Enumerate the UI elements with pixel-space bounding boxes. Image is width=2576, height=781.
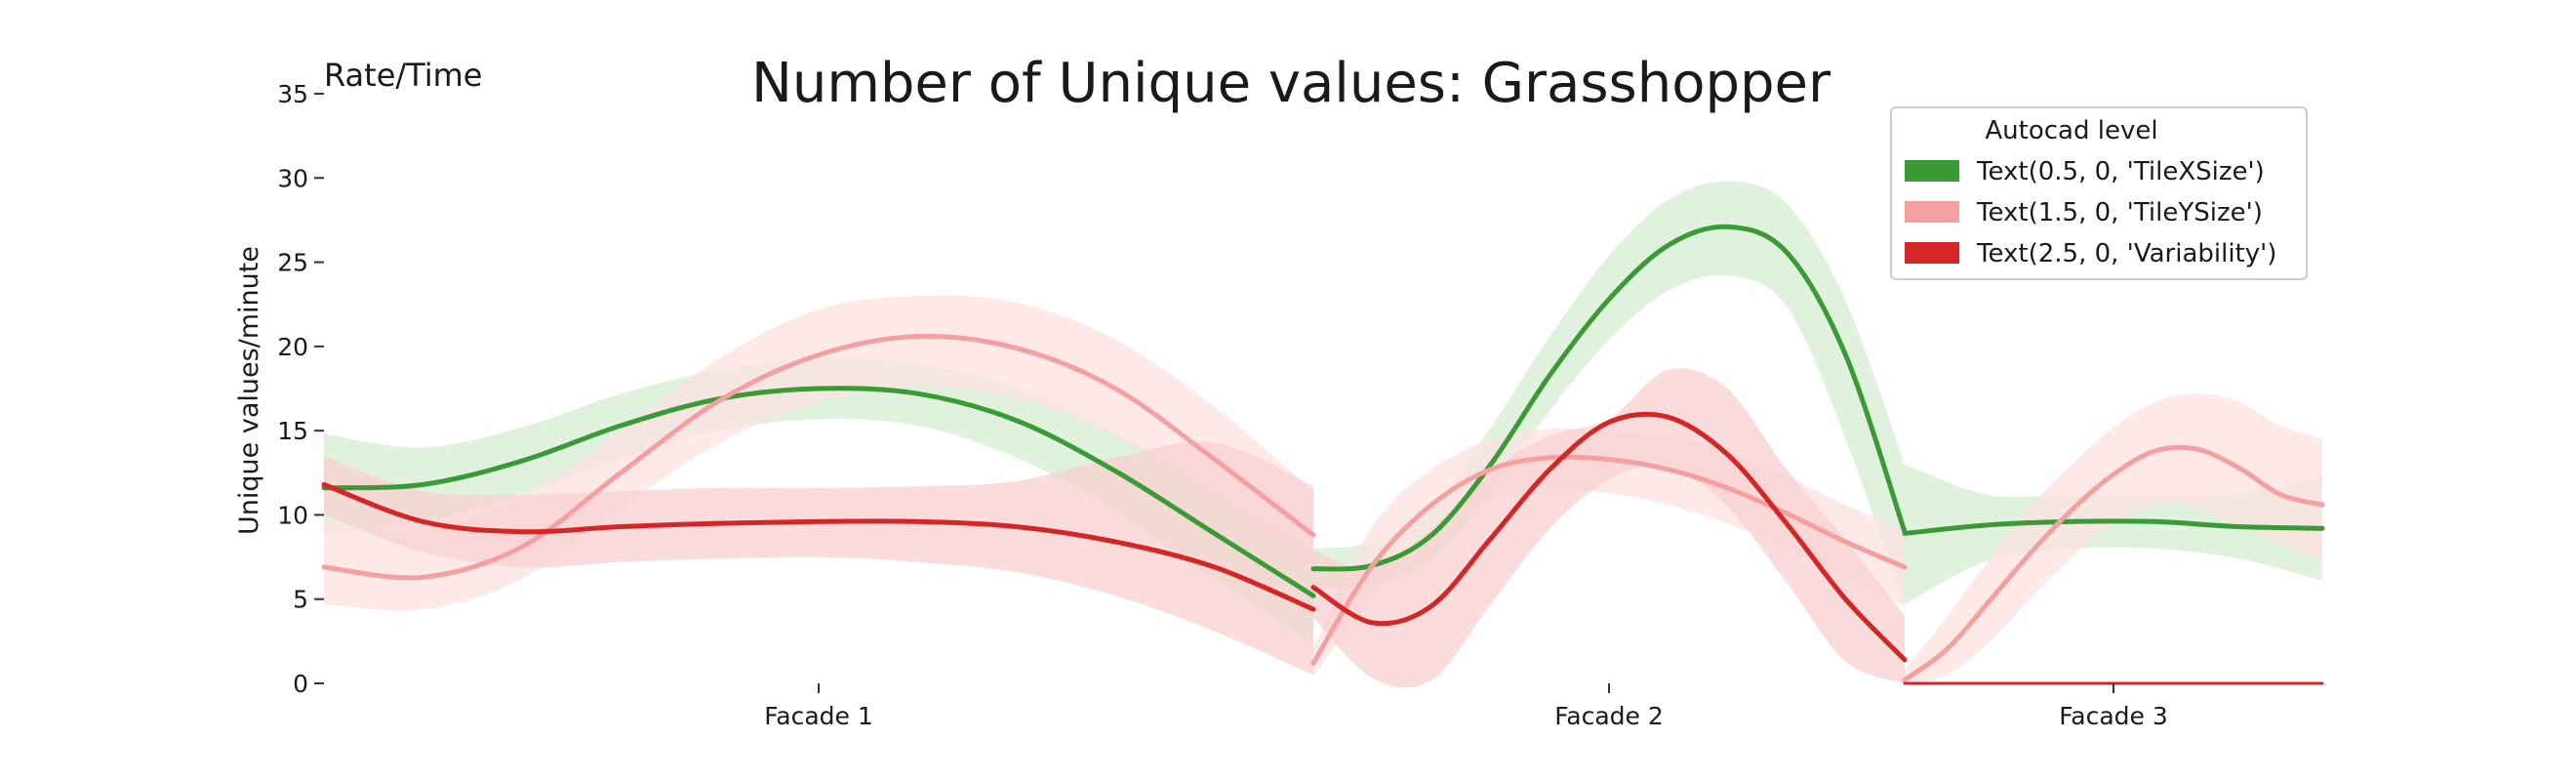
series-1-line-2 [1310, 224, 1908, 572]
y-tick-label: 20 [277, 333, 308, 361]
legend-swatch [1905, 242, 1959, 264]
legend-entry-label: Text(1.5, 0, 'TileYSize') [1976, 198, 2263, 227]
x-tick-label: Facade 3 [2059, 702, 2168, 730]
series-2-band-3 [1905, 393, 2322, 683]
legend-entry-label: Text(2.5, 0, 'Variability') [1976, 239, 2276, 268]
y-tick-label: 0 [293, 670, 308, 698]
y-tick-label: 15 [277, 417, 308, 445]
series-3-line-2 [1310, 411, 1908, 663]
corner-label: Rate/Time [324, 57, 482, 94]
legend-swatch [1905, 201, 1959, 223]
legend: Autocad level Text(0.5, 0, 'TileXSize') T… [1890, 106, 2308, 280]
legend-swatch [1905, 160, 1959, 182]
y-axis-title: Unique values/minute [234, 246, 264, 535]
y-tick-label: 25 [277, 249, 308, 277]
legend-title: Autocad level [1985, 116, 2157, 145]
series-3-band-1 [324, 441, 1313, 676]
series-3-line-1 [321, 481, 1316, 612]
series-2-line-2 [1310, 454, 1908, 666]
series-2-line-3 [1902, 444, 2325, 682]
series-1-line-1 [321, 386, 1316, 598]
y-axis: 0 5 10 15 20 25 30 35 [277, 80, 324, 698]
y-tick-label: 10 [277, 501, 308, 529]
x-tick-label: Facade 1 [764, 702, 873, 730]
series-1-band-1 [324, 357, 1313, 645]
x-tick-label: Facade 2 [1554, 702, 1664, 730]
y-tick-label: 5 [293, 586, 308, 614]
series-3-band-2 [1313, 368, 1905, 688]
legend-frame [1890, 106, 2308, 280]
chart-title: Number of Unique values: Grasshopper [751, 52, 1831, 115]
x-axis: Facade 1 Facade 2 Facade 3 [764, 683, 2168, 730]
legend-entry-label: Text(0.5, 0, 'TileXSize') [1976, 157, 2265, 186]
series-1-line-3 [1902, 518, 2325, 536]
series-2-line-1 [321, 333, 1316, 581]
y-tick-label: 35 [277, 80, 308, 108]
y-tick-label: 30 [277, 164, 308, 192]
